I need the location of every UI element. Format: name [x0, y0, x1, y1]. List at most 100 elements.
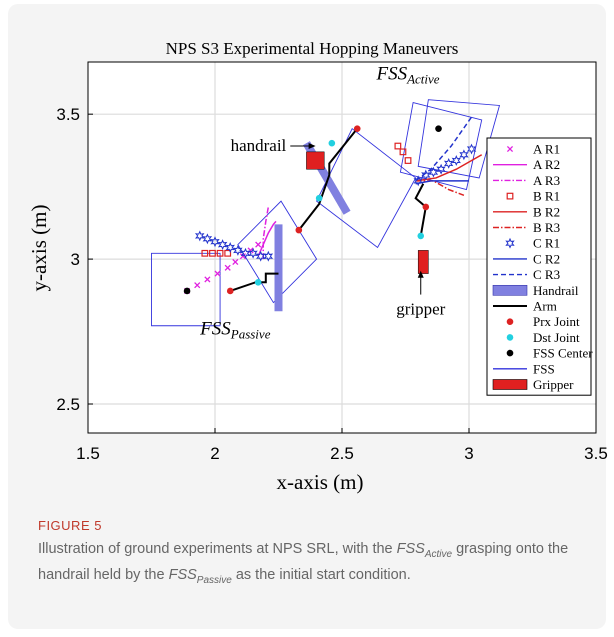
trajectory-a-r2 [257, 220, 277, 257]
point-a-r1 [224, 264, 231, 271]
point-b-r1 [404, 157, 412, 164]
point-a-r1 [214, 270, 221, 277]
legend-label-c-r2: C R2 [533, 251, 560, 266]
point-a-r1-stroke [224, 264, 231, 271]
annotation-gripper: gripper [396, 300, 445, 319]
arm-link [229, 272, 279, 292]
point-prx-joint [353, 125, 361, 132]
point-b-r1 [224, 249, 232, 257]
point-c-r1 [248, 247, 258, 259]
x-tick-label: 3.5 [584, 444, 608, 463]
point-dst-joint [254, 278, 262, 286]
legend-swatch-handrail [492, 284, 528, 296]
annotation-fss-passive: FSSPassive [199, 318, 271, 341]
point-a-r1 [232, 258, 239, 266]
arm-link [298, 128, 359, 231]
legend-swatch-gripper [492, 379, 528, 390]
trajectory-c-r2 [415, 180, 469, 185]
point-a-r1 [255, 241, 262, 248]
point-c-r1 [443, 157, 454, 169]
fss-boundary [417, 99, 501, 179]
legend-label-arm: Arm [533, 299, 557, 314]
legend-label-dst-joint: Dst Joint [533, 330, 580, 345]
point-dst-joint [315, 194, 323, 202]
point-a-r1-stroke [255, 241, 262, 248]
x-tick-label: 1.5 [76, 444, 100, 463]
x-tick-label: 3 [464, 444, 473, 463]
y-tick-label: 2.5 [56, 395, 80, 414]
point-a-r1-stroke [239, 253, 246, 260]
point-c-r1 [421, 169, 431, 181]
legend-box [486, 137, 592, 396]
legend-swatch-a-r1 [506, 145, 514, 153]
fss-boundary [151, 252, 221, 327]
point-c-r1 [459, 149, 469, 161]
legend: A R1A R2A R3B R1B R2B R3C R1C R2C R3Hand… [486, 137, 593, 396]
point-a-r1 [204, 276, 211, 283]
x-tick-label: 2.5 [330, 444, 354, 463]
point-c-r1 [413, 175, 423, 187]
point-dst-joint [417, 232, 425, 240]
legend-label-prx-joint: Prx Joint [533, 314, 580, 329]
point-c-r1 [202, 233, 213, 245]
point-c-r1 [225, 242, 236, 253]
point-b-r1 [394, 142, 402, 150]
gripper-block [306, 151, 325, 170]
point-a-r1-stroke [204, 276, 211, 283]
fss-boundary [316, 127, 417, 249]
legend-swatch-fss-center [506, 349, 514, 357]
point-a-r1-stroke [232, 258, 239, 266]
annotation-fss-active: FSSActive [375, 63, 439, 86]
chart-title: NPS S3 Experimental Hopping Maneuvers [166, 39, 459, 58]
point-prx-joint [422, 203, 430, 211]
annotation-handrail: handrail [231, 136, 287, 155]
legend-label-c-r1: C R1 [533, 236, 560, 251]
legend-label-c-r3: C R3 [533, 267, 560, 282]
chart: 1.5 2 2.5 3 3.5 2.5 3 3.5 NPS S3 Experimental Ho… [27, 39, 608, 494]
y-tick-label: 3 [71, 250, 80, 269]
point-c-r1 [466, 143, 477, 155]
x-tick-label: 2 [210, 444, 219, 463]
point-c-r1 [194, 230, 205, 242]
legend-label-b-r2: B R2 [533, 204, 560, 219]
point-a-r1 [194, 282, 201, 289]
legend-swatch-prx-joint [506, 318, 514, 326]
y-axis-label: y-axis (m) [27, 205, 51, 292]
x-axis-label: x-axis (m) [277, 470, 364, 494]
legend-label-handrail: Handrail [533, 283, 579, 298]
point-prx-joint [295, 226, 303, 234]
legend-label-a-r3: A R3 [533, 173, 560, 188]
caption-text: Illustration of ground experiments at NP… [38, 541, 569, 586]
point-fss-center [435, 125, 442, 132]
legend-swatch-c-r1 [505, 237, 515, 249]
legend-label-b-r3: B R3 [533, 220, 560, 235]
legend-swatch-dst-joint [506, 334, 514, 341]
point-a-r1 [239, 253, 246, 260]
legend-label-fss: FSS [533, 361, 555, 376]
arm-link [414, 183, 427, 237]
annotation-handrail-arrowhead [308, 143, 316, 150]
point-c-r1 [428, 166, 439, 178]
point-dst-joint [328, 139, 336, 147]
y-tick-label: 3.5 [56, 105, 80, 124]
point-c-r1 [217, 239, 228, 251]
trajectory-b-r3 [415, 180, 465, 197]
point-a-r1-stroke [194, 282, 201, 289]
point-c-r1 [233, 244, 243, 256]
point-prx-joint [226, 287, 234, 295]
point-b-r1 [201, 249, 209, 257]
legend-label-a-r1: A R1 [533, 142, 560, 157]
point-c-r1 [436, 163, 446, 175]
point-c-r1 [451, 155, 461, 166]
annotation-gripper-arrowhead [417, 270, 424, 278]
point-b-r1 [399, 148, 407, 156]
point-a-r1-stroke [214, 270, 221, 277]
point-b-r1 [216, 249, 224, 257]
caption-label: FIGURE 5 [38, 518, 102, 533]
point-c-r1 [210, 236, 220, 248]
point-c-r1 [263, 250, 274, 262]
gripper-block [417, 250, 429, 274]
point-fss-center [183, 287, 191, 295]
legend-label-a-r2: A R2 [533, 157, 560, 172]
legend-swatch-b-r1 [506, 192, 514, 200]
